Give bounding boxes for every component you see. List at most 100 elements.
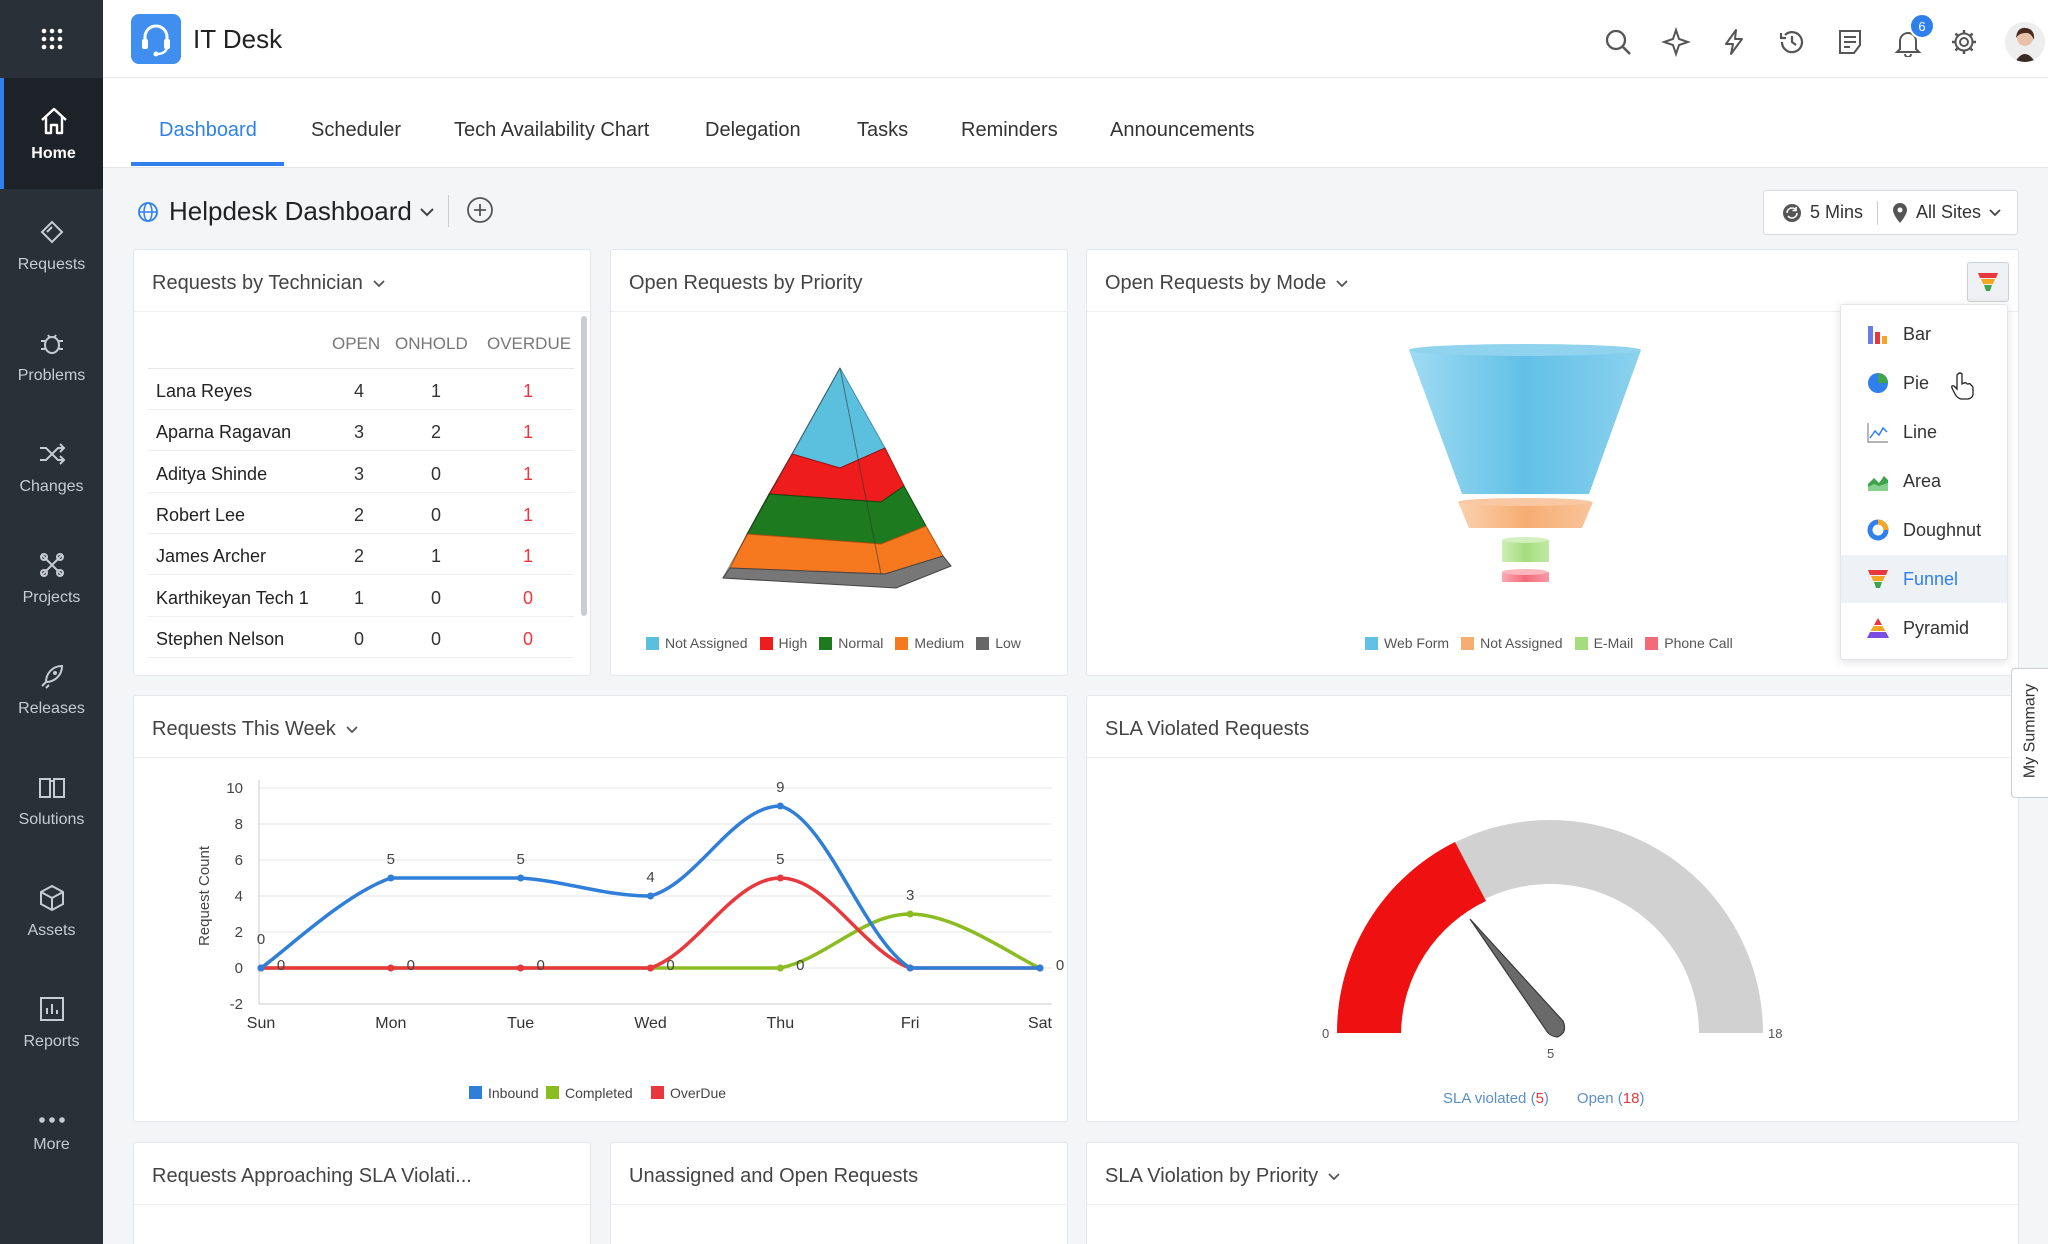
menu-item-label: Funnel bbox=[1903, 568, 1959, 589]
app-launcher-button[interactable] bbox=[0, 0, 103, 78]
funnel-chart-icon bbox=[1978, 273, 1998, 291]
data-point bbox=[387, 874, 395, 882]
home-icon bbox=[40, 107, 67, 134]
history-button[interactable] bbox=[1777, 27, 1807, 57]
legend-item[interactable]: Web Form bbox=[1365, 635, 1449, 651]
sidebar-item-problems[interactable]: Problems bbox=[0, 300, 103, 411]
y-axis-label: Request Count bbox=[196, 845, 213, 946]
sidebar-item-releases[interactable]: Releases bbox=[0, 633, 103, 744]
legend-label: Medium bbox=[914, 635, 965, 651]
sidebar-item-reports[interactable]: Reports bbox=[0, 966, 103, 1077]
tab-tech-availability-chart[interactable]: Tech Availability Chart bbox=[454, 119, 650, 141]
table-row[interactable]: James Archer 2 1 1 bbox=[148, 534, 574, 576]
table-row[interactable]: Robert Lee 2 0 1 bbox=[148, 493, 574, 534]
chevron-down-icon bbox=[1328, 1172, 1340, 1180]
sidebar-item-changes[interactable]: Changes bbox=[0, 411, 103, 522]
chart-type-button[interactable] bbox=[1967, 262, 2009, 302]
data-label: 3 bbox=[906, 887, 914, 904]
site-filter-label: All Sites bbox=[1916, 202, 1982, 222]
chart-type-pyramid[interactable]: Pyramid bbox=[1841, 604, 2007, 652]
requests-approaching-sla-card: Requests Approaching SLA Violati... bbox=[133, 1142, 591, 1244]
funnel-segment-not-assigned bbox=[1458, 502, 1593, 528]
overdue-count: 1 bbox=[523, 546, 534, 567]
table-row[interactable]: Karthikeyan Tech 1 1 0 0 bbox=[148, 576, 574, 617]
card-title-dropdown[interactable]: Requests This Week bbox=[152, 718, 360, 741]
dashboard-selector[interactable]: Helpdesk Dashboard bbox=[137, 196, 436, 227]
tab-reminders[interactable]: Reminders bbox=[961, 119, 1058, 141]
chart-type-line[interactable]: Line bbox=[1841, 408, 2007, 456]
search-icon bbox=[1605, 29, 1631, 55]
sidebar-item-more[interactable]: More bbox=[0, 1077, 103, 1188]
gauge-value-label: 5 bbox=[1547, 1046, 1555, 1061]
grid-icon bbox=[41, 28, 62, 50]
legend-swatch bbox=[895, 636, 909, 650]
table-row[interactable]: Stephen Nelson 0 0 0 bbox=[148, 617, 574, 658]
headset-icon bbox=[142, 24, 170, 57]
sidebar-item-requests[interactable]: Requests bbox=[0, 189, 103, 300]
chart-type-doughnut[interactable]: Doughnut bbox=[1841, 506, 2007, 554]
sidebar-item-projects[interactable]: Projects bbox=[0, 522, 103, 633]
tab-dashboard[interactable]: Dashboard bbox=[159, 119, 257, 141]
data-label: 5 bbox=[776, 851, 784, 868]
chart-type-bar[interactable]: Bar bbox=[1841, 310, 2007, 358]
rocket-icon bbox=[40, 664, 63, 689]
x-tick-label: Sat bbox=[1028, 1015, 1053, 1032]
column-header-open: OPEN bbox=[332, 334, 381, 353]
quick-actions-button[interactable] bbox=[1719, 27, 1749, 57]
technician-name: Lana Reyes bbox=[156, 381, 253, 401]
chart-type-pie[interactable]: Pie bbox=[1841, 359, 2007, 407]
overdue-count: 1 bbox=[523, 463, 534, 484]
sidebar-item-label: Solutions bbox=[18, 810, 85, 828]
tab-tasks[interactable]: Tasks bbox=[857, 119, 909, 141]
sidebar-item-solutions[interactable]: Solutions bbox=[0, 744, 103, 855]
table-row[interactable]: Lana Reyes 4 1 1 bbox=[148, 369, 574, 410]
tab-announcements[interactable]: Announcements bbox=[1110, 119, 1255, 141]
chart-type-area[interactable]: Area bbox=[1841, 457, 2007, 505]
card-title: Requests Approaching SLA Violati... bbox=[152, 1165, 472, 1187]
notes-button[interactable] bbox=[1835, 27, 1865, 57]
avatar[interactable] bbox=[2005, 22, 2045, 62]
scrollbar[interactable] bbox=[581, 316, 587, 616]
data-label: 5 bbox=[387, 851, 395, 868]
sidebar-item-label: Reports bbox=[23, 1032, 80, 1050]
quick-create-button[interactable] bbox=[1661, 27, 1691, 57]
legend-item[interactable]: Phone Call bbox=[1645, 635, 1733, 651]
column-header-onhold: ONHOLD bbox=[395, 334, 468, 353]
legend-swatch bbox=[759, 636, 773, 650]
legend-label: Inbound bbox=[488, 1085, 539, 1101]
legend-item[interactable]: Medium bbox=[895, 635, 964, 651]
open-count: 3 bbox=[354, 422, 365, 443]
sidebar-item-home[interactable]: Home bbox=[0, 78, 103, 189]
legend-item[interactable]: Not Assigned bbox=[646, 635, 748, 651]
chart-type-menu: Bar Pie Line Area Doughnut Funnel Pyrami… bbox=[1840, 304, 2008, 660]
gauge-min-label: 0 bbox=[1322, 1026, 1330, 1041]
tab-scheduler[interactable]: Scheduler bbox=[311, 119, 402, 141]
legend-item[interactable]: Not Assigned bbox=[1461, 635, 1563, 651]
chart-type-funnel[interactable]: Funnel bbox=[1841, 555, 2007, 603]
legend-item[interactable]: Low bbox=[976, 635, 1021, 651]
legend-item[interactable]: Normal bbox=[819, 635, 883, 651]
my-summary-tab[interactable]: My Summary bbox=[2011, 668, 2048, 798]
site-filter-dropdown[interactable]: All Sites bbox=[1878, 202, 2003, 224]
card-title-dropdown[interactable]: Open Requests by Mode bbox=[1105, 272, 1350, 295]
notifications-button[interactable]: 6 bbox=[1893, 13, 1935, 57]
search-button[interactable] bbox=[1603, 27, 1633, 57]
sidebar-item-assets[interactable]: Assets bbox=[0, 855, 103, 966]
gauge-violated-band bbox=[1336, 842, 1486, 1033]
legend-item[interactable]: E-Mail bbox=[1574, 635, 1633, 651]
settings-button[interactable] bbox=[1949, 27, 1979, 57]
sidebar-item-label: More bbox=[33, 1135, 70, 1153]
card-title-dropdown[interactable]: SLA Violation by Priority bbox=[1105, 1165, 1342, 1188]
add-dashboard-button[interactable] bbox=[466, 196, 494, 224]
table-row[interactable]: Aparna Ragavan 3 2 1 bbox=[148, 410, 574, 452]
legend-item[interactable]: High bbox=[759, 635, 807, 651]
user-avatar-icon bbox=[2005, 22, 2045, 62]
card-title-dropdown[interactable]: Requests by Technician bbox=[152, 272, 387, 295]
technician-name: Robert Lee bbox=[156, 504, 246, 525]
tab-delegation[interactable]: Delegation bbox=[705, 119, 801, 141]
refresh-interval-button[interactable]: 5 Mins bbox=[1764, 202, 1877, 223]
table-row[interactable]: Aditya Shinde 3 0 1 bbox=[148, 452, 574, 493]
series-line-overdue bbox=[260, 876, 1040, 970]
data-label: 0 bbox=[796, 957, 804, 974]
projects-icon bbox=[39, 552, 64, 577]
